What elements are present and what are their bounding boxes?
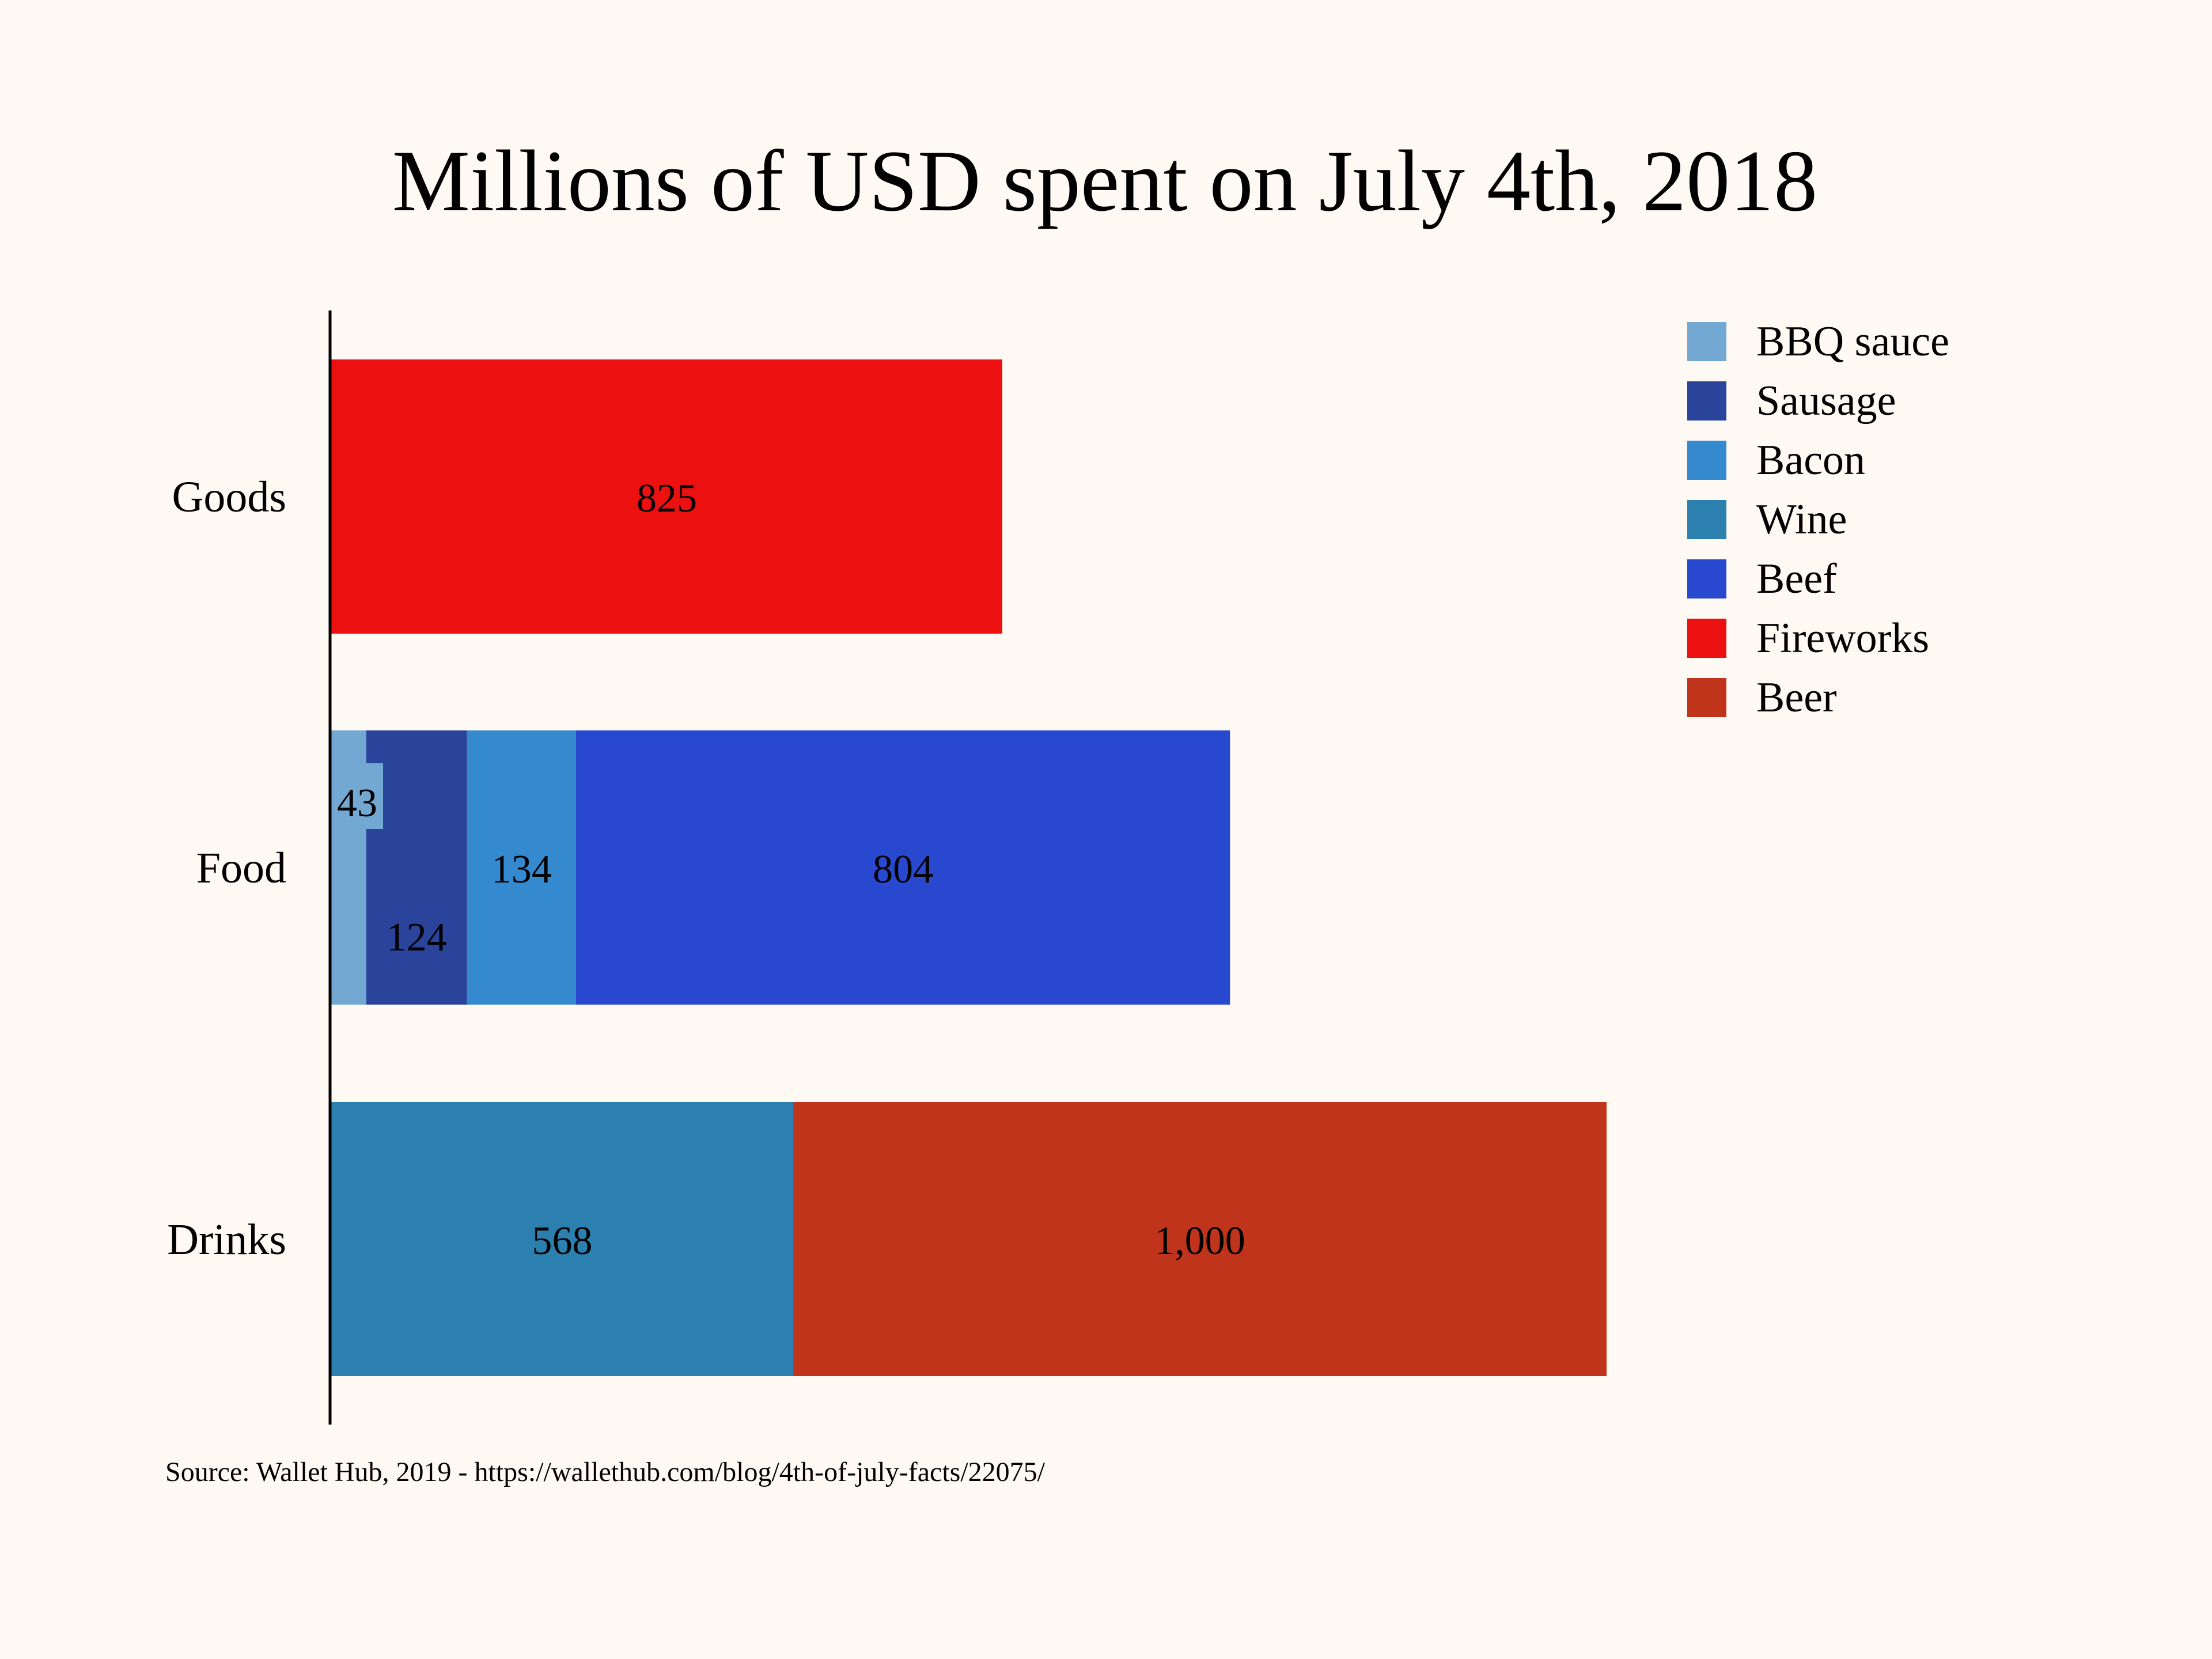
legend-swatch: [1687, 678, 1726, 717]
category-label: Goods: [172, 473, 286, 521]
legend-label: Wine: [1756, 496, 1847, 543]
legend-label: Beer: [1756, 674, 1837, 721]
legend-swatch: [1687, 619, 1726, 658]
legend-swatch: [1687, 322, 1726, 361]
legend-label: Beef: [1756, 555, 1837, 603]
legend-label: BBQ sauce: [1756, 318, 1949, 365]
legend-swatch: [1687, 500, 1726, 539]
bar-segment: [331, 359, 1002, 634]
category-label: Drinks: [167, 1215, 286, 1264]
legend-label: Bacon: [1756, 437, 1865, 484]
data-label: 568: [532, 1219, 593, 1263]
legend-label: Fireworks: [1756, 615, 1929, 662]
legend-swatch: [1687, 559, 1726, 599]
chart-title: Millions of USD spent on July 4th, 2018: [392, 132, 1817, 229]
bar-segment: [467, 730, 577, 1005]
legend-swatch: [1687, 381, 1726, 421]
category-label: Food: [196, 844, 286, 892]
data-label: 825: [637, 476, 697, 521]
data-label: 124: [387, 915, 447, 960]
data-label: 1,000: [1154, 1219, 1245, 1263]
bar-segment: [331, 1102, 794, 1376]
source-note: Source: Wallet Hub, 2019 - https://walle…: [165, 1457, 1046, 1487]
bar-segment: [576, 730, 1230, 1005]
data-label: 134: [491, 847, 552, 892]
legend: BBQ sauce Sausage Bacon Wine Beef Fireworks Be…: [1687, 318, 1949, 721]
bar-segment: [793, 1102, 1607, 1376]
category-labels: Goods Food Drinks: [167, 473, 286, 1264]
legend-swatch: [1687, 441, 1726, 480]
legend-label: Sausage: [1756, 377, 1896, 425]
data-label: 804: [873, 847, 933, 892]
data-label-background: [331, 763, 383, 829]
bars: 825 43 124 134 804 568 1,000: [331, 359, 1607, 1376]
data-label: 43: [337, 781, 377, 825]
